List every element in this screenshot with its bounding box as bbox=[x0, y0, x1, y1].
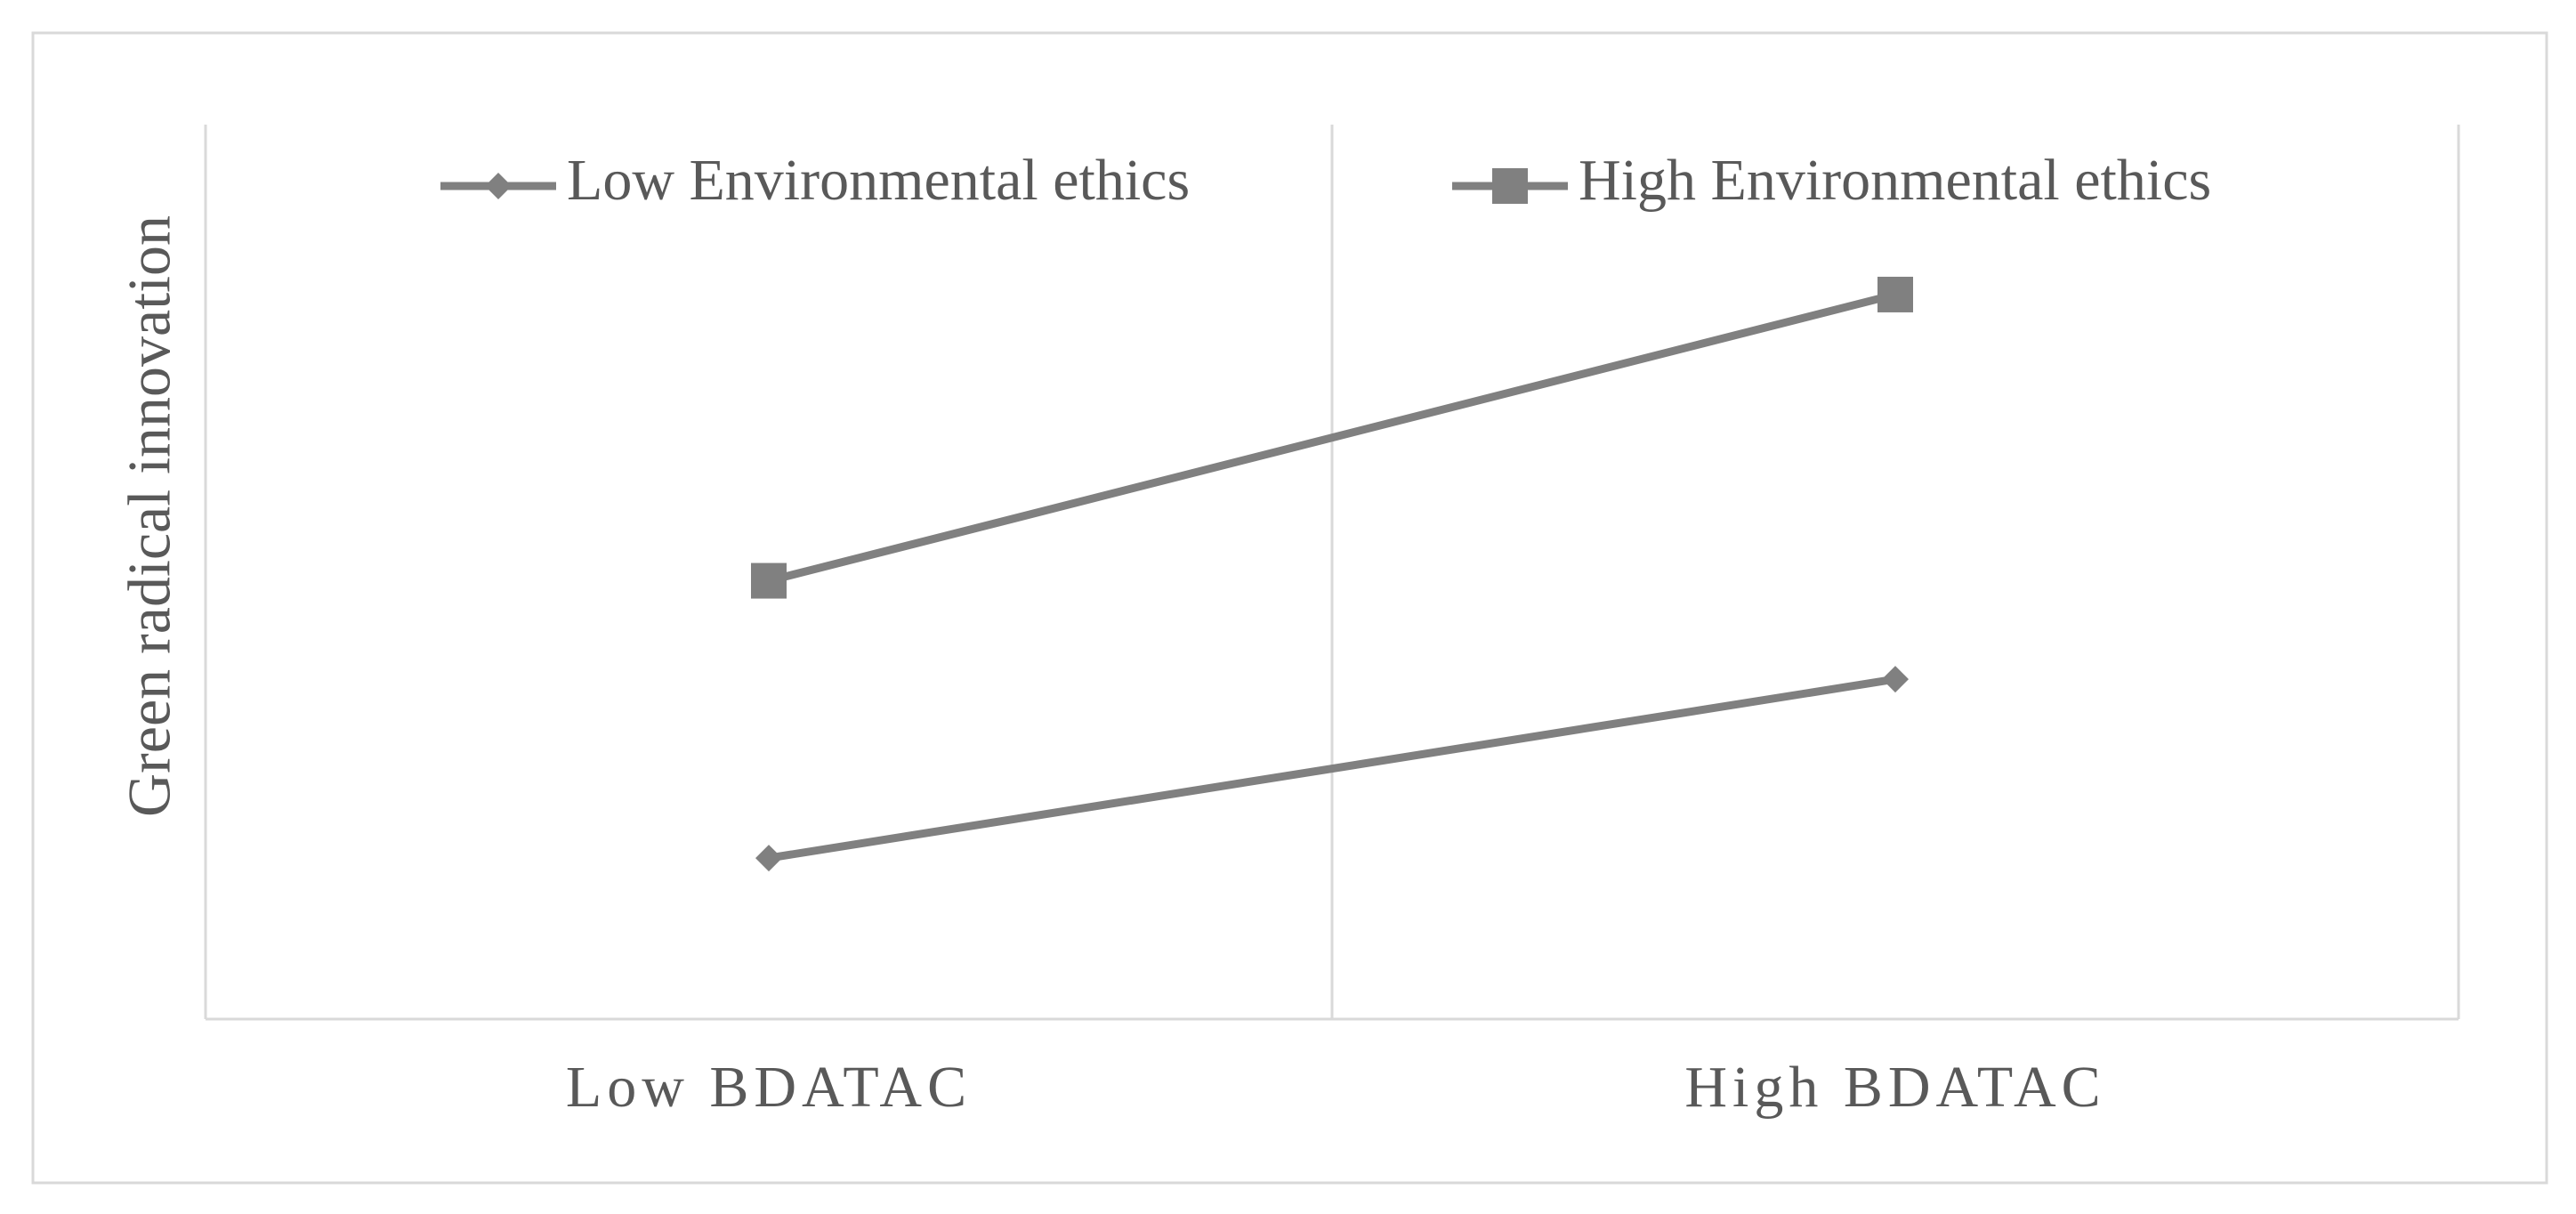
x-tick-label: High BDATAC bbox=[1684, 1055, 2105, 1120]
chart-border bbox=[31, 31, 2548, 1185]
legend-label: Low Environmental ethics bbox=[567, 148, 1190, 213]
marker bbox=[1877, 276, 1913, 312]
series-line bbox=[767, 290, 1897, 585]
x-tick-label: Low BDATAC bbox=[566, 1055, 972, 1120]
y-axis-label: Green radical innovation bbox=[116, 215, 183, 817]
series-line bbox=[768, 675, 1896, 862]
marker bbox=[751, 562, 787, 599]
marker bbox=[1882, 666, 1909, 693]
legend-marker bbox=[1492, 168, 1528, 204]
legend-label: High Environmental ethics bbox=[1579, 148, 2211, 213]
marker bbox=[755, 845, 782, 872]
legend-marker bbox=[485, 173, 512, 199]
